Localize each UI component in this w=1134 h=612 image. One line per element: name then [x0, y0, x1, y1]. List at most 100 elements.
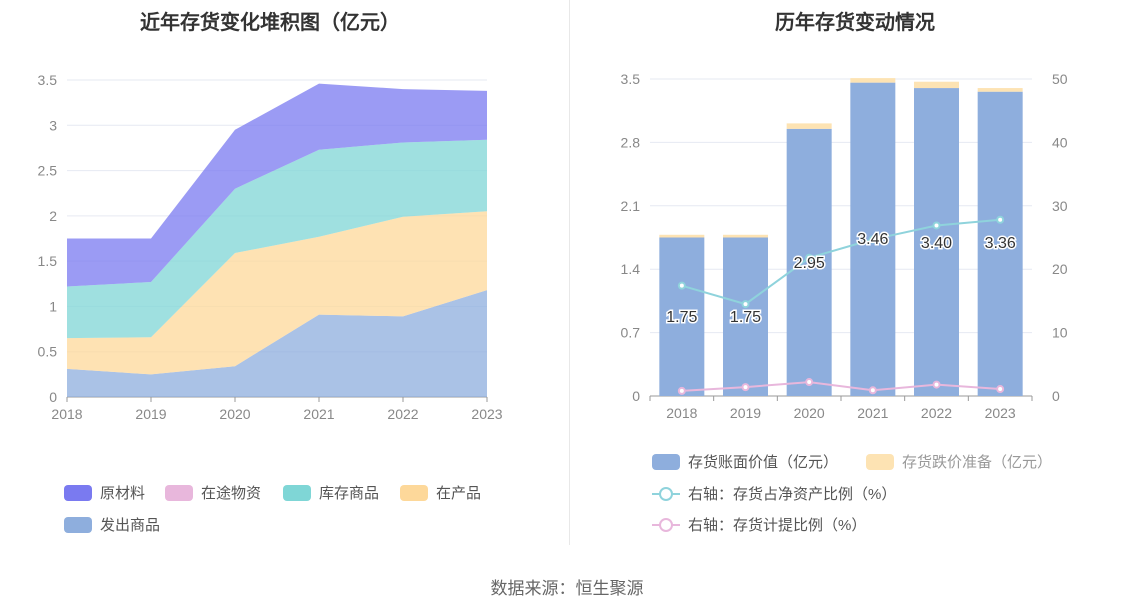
line-net-asset-ratio [681, 218, 1001, 306]
legend-label: 右轴：存货计提比例（%） [688, 517, 867, 534]
y2-tick-label: 10 [1052, 325, 1068, 341]
stacked-area-chart: 0 0.5 1 1.5 2 2.5 3 3.5 2018 2019 2020 2021 2022 2023 [38, 72, 503, 422]
line-point [932, 380, 941, 389]
line-provision-ratio [681, 381, 1001, 392]
line-point [805, 253, 814, 262]
x-tick-label: 2020 [219, 406, 250, 422]
x-tick-label: 2020 [794, 405, 825, 421]
bar-impairment [723, 234, 768, 238]
y-tick-label: 0.7 [621, 325, 641, 341]
panel-divider [569, 0, 570, 545]
bar-impairment [659, 234, 705, 238]
y-tick-label: 1 [49, 298, 57, 314]
y-tick-label: 2.1 [621, 198, 641, 214]
x-tick-label: 2019 [135, 406, 166, 422]
y2-tick-label: 0 [1052, 388, 1060, 404]
y2-tick-label: 30 [1052, 198, 1068, 214]
line-point [932, 221, 941, 230]
legend-swatch [652, 453, 680, 470]
legend-swatch [400, 484, 428, 501]
bar-book-value [914, 88, 959, 397]
line-point [868, 235, 877, 244]
line-point [805, 378, 814, 387]
y-tick-label: 3.5 [38, 72, 58, 88]
left-chart-title: 近年存货变化堆积图（亿元） [140, 12, 400, 34]
legend-item-impairment[interactable]: 存货跌价准备（亿元） [866, 451, 1052, 472]
y2-tick-label: 50 [1052, 71, 1068, 87]
line-point [741, 300, 750, 309]
x-tick-label: 2018 [666, 405, 697, 421]
bar-impairment [850, 78, 896, 83]
y-tick-label: 0 [49, 389, 57, 405]
x-tick-label: 2018 [51, 406, 82, 422]
bar-impairment [914, 81, 959, 89]
legend-item-provision-ratio[interactable]: 右轴：存货计提比例（%） [652, 514, 866, 535]
legend-label: 存货账面价值（亿元） [688, 454, 839, 471]
bar-value-label: 1.75 [666, 309, 697, 326]
legend-item-wip[interactable]: 在产品 [400, 482, 481, 503]
legend-item-finished-goods[interactable]: 库存商品 [283, 482, 379, 503]
x-tick-label: 2022 [921, 405, 952, 421]
x-tick-label: 2023 [471, 406, 502, 422]
line-point [741, 383, 750, 392]
x-tick-label: 2019 [730, 405, 761, 421]
bar-impairment [786, 123, 832, 129]
legend-label: 右轴：存货占净资产比例（%） [688, 486, 897, 503]
legend-swatch [866, 453, 894, 470]
legend-label: 在产品 [436, 485, 482, 502]
y-tick-label: 2 [49, 208, 57, 224]
legend-label: 存货跌价准备（亿元） [902, 454, 1053, 471]
bar-book-value [786, 128, 832, 397]
y-tick-label: 1.4 [621, 261, 641, 277]
inventory-bar-line-chart: 0 0.7 1.4 2.1 2.8 3.5 0 10 20 30 40 50 2018 2019 2020 2… [621, 71, 1068, 421]
bar-impairment [977, 88, 1023, 92]
legend-swatch [283, 484, 311, 501]
legend-item-in-transit[interactable]: 在途物资 [165, 482, 261, 503]
line-point [868, 386, 877, 395]
bar-book-value [977, 91, 1023, 397]
y-tick-label: 3 [49, 117, 57, 133]
area-在产品 [67, 211, 487, 375]
line-point [677, 386, 686, 395]
x-tick-label: 2022 [387, 406, 418, 422]
y-tick-label: 0 [632, 388, 640, 404]
legend-line-swatch [652, 517, 680, 533]
y-tick-label: 0.5 [38, 344, 58, 360]
bar-book-value [659, 237, 705, 396]
legend-swatch [165, 484, 193, 501]
y-tick-label: 3.5 [621, 71, 641, 87]
area-库存商品 [67, 139, 487, 339]
y-tick-label: 2.5 [38, 163, 58, 179]
legend-label: 在途物资 [201, 485, 262, 502]
y-tick-label: 2.8 [621, 134, 641, 150]
line-point [996, 385, 1005, 394]
x-tick-label: 2023 [985, 405, 1016, 421]
bar-value-label: 2.95 [794, 255, 825, 272]
area-发出商品 [67, 290, 487, 397]
data-source-note: 数据来源：恒生聚源 [490, 579, 644, 598]
bar-value-label: 1.75 [730, 309, 761, 326]
legend-item-net-asset-ratio[interactable]: 右轴：存货占净资产比例（%） [652, 483, 896, 504]
bar-value-label: 3.46 [857, 231, 888, 248]
legend-item-goods-shipped[interactable]: 发出商品 [64, 514, 160, 535]
legend-item-raw-materials[interactable]: 原材料 [64, 482, 145, 503]
legend-label: 发出商品 [100, 517, 161, 534]
legend-line-swatch [652, 486, 680, 502]
legend-label: 原材料 [100, 485, 146, 502]
x-tick-label: 2021 [303, 406, 334, 422]
legend-item-book-value[interactable]: 存货账面价值（亿元） [652, 451, 838, 472]
bar-value-label: 3.40 [921, 235, 952, 252]
y2-tick-label: 40 [1052, 134, 1068, 150]
line-point [996, 215, 1005, 224]
area-原材料 [67, 83, 487, 287]
line-point [677, 281, 686, 290]
y2-tick-label: 20 [1052, 261, 1068, 277]
y-tick-label: 1.5 [38, 253, 58, 269]
right-chart-title: 历年存货变动情况 [775, 12, 935, 34]
legend-swatch [64, 516, 92, 533]
bar-value-label: 3.36 [985, 235, 1016, 252]
bar-book-value [723, 237, 768, 396]
legend-swatch [64, 484, 92, 501]
x-tick-label: 2021 [857, 405, 888, 421]
